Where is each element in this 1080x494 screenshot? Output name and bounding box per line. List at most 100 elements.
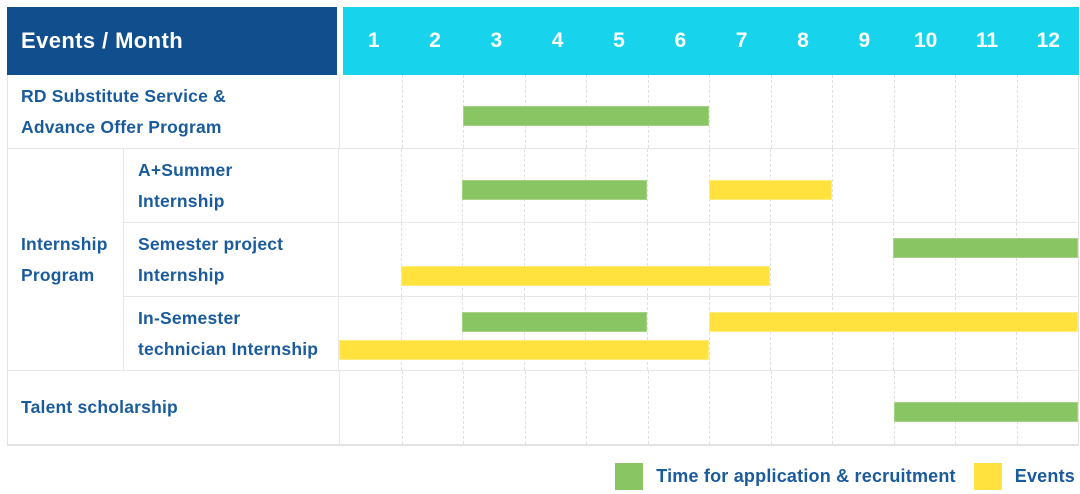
month-gridline (831, 297, 833, 370)
month-header-5: 5 (613, 29, 625, 52)
month-gridline (646, 297, 648, 370)
month-header-10: 10 (913, 29, 938, 52)
row-label-talent-scholarship-text: Talent scholarship (21, 397, 178, 418)
month-gridline (955, 75, 956, 148)
month-gridline (954, 223, 956, 296)
month-gridline (462, 297, 464, 370)
month-gridline (770, 371, 772, 444)
month-gridline (709, 75, 710, 148)
header-gap (337, 7, 343, 75)
month-gridline (523, 297, 525, 370)
month-gridline (831, 149, 833, 222)
month-gridline (1016, 297, 1018, 370)
section-internship-program: Internship Program A+Summer Internship Sem… (8, 149, 1078, 371)
events-month-header-label: Events / Month (7, 7, 337, 75)
row-label-a-plus-summer-internship: A+Summer Internship (124, 149, 339, 222)
month-gridline (646, 149, 648, 222)
legend: Time for application & recruitment Event… (7, 462, 1079, 490)
event-legend-label: Events (1014, 465, 1075, 486)
talent-scholarship-timeline (340, 371, 1078, 444)
month-gridline (954, 297, 956, 370)
month-gridline (401, 75, 403, 148)
month-gridline (586, 371, 587, 444)
event-swatch-icon (973, 462, 1002, 490)
event-bar (400, 266, 771, 286)
month-header-11: 11 (975, 29, 999, 52)
gantt-chart: Events / Month 1 2 3 4 5 6 7 8 9 10 11 12 RD Substi… (7, 7, 1079, 490)
table-row-rd-substitute: RD Substitute Service & Advance Offer Pr… (8, 75, 1078, 149)
month-gridline (893, 75, 895, 148)
month-gridline (400, 297, 402, 370)
group-label-internship-program-text: Internship Program (21, 234, 108, 285)
month-header-9: 9 (858, 29, 871, 52)
rd-substitute-timeline (340, 75, 1078, 148)
recruitment-bar (893, 238, 1078, 258)
month-gridline (400, 223, 402, 296)
month-header-12: 12 (1036, 29, 1060, 52)
row-label-semester-project-internship-text: Semester project Internship (138, 234, 284, 285)
month-header-4: 4 (551, 29, 564, 52)
month-gridline (646, 223, 648, 296)
month-gridline (832, 371, 833, 444)
month-header-7: 7 (735, 29, 748, 52)
month-header-8: 8 (797, 29, 809, 52)
month-gridline (770, 223, 772, 296)
recruitment-bar (893, 401, 1078, 422)
legend-recruitment: Time for application & recruitment (615, 462, 956, 490)
row-label-rd-substitute-text: RD Substitute Service & Advance Offer Pr… (21, 86, 226, 137)
row-label-in-semester-technician-internship: In-Semester technician Internship (124, 297, 339, 370)
month-gridline (463, 371, 464, 444)
month-gridline (1016, 149, 1018, 222)
table-header-row: Events / Month 1 2 3 4 5 6 7 8 9 10 11 12 (7, 7, 1079, 75)
recruitment-bar (462, 312, 647, 332)
month-header-6: 6 (674, 29, 687, 52)
month-gridline (893, 297, 895, 370)
event-bar (708, 179, 832, 200)
month-header-3: 3 (490, 29, 503, 52)
month-gridline (893, 149, 895, 222)
recruitment-legend-label: Time for application & recruitment (656, 465, 956, 486)
recruitment-bar (462, 179, 647, 200)
table-row-a-plus-summer-internship: A+Summer Internship (124, 149, 1078, 223)
month-header-2: 2 (429, 29, 441, 52)
month-header-1: 1 (367, 29, 380, 52)
table-body: RD Substitute Service & Advance Offer Pr… (7, 75, 1079, 446)
month-gridline (1016, 75, 1018, 148)
row-label-semester-project-internship: Semester project Internship (124, 223, 339, 296)
row-label-talent-scholarship: Talent scholarship (8, 371, 340, 444)
event-bar (339, 340, 709, 360)
row-label-rd-substitute: RD Substitute Service & Advance Offer Pr… (8, 75, 340, 148)
month-gridline (954, 149, 956, 222)
month-gridline (770, 297, 772, 370)
month-gridline (709, 371, 710, 444)
event-bar (708, 312, 1078, 332)
month-gridline (1016, 223, 1018, 296)
internship-sub-rows: A+Summer Internship Semester project Inte… (124, 149, 1078, 370)
in-semester-technician-internship-timeline (339, 297, 1078, 370)
table-row-semester-project-internship: Semester project Internship (124, 223, 1078, 297)
semester-project-internship-timeline (339, 223, 1078, 296)
a-plus-summer-internship-timeline (339, 149, 1078, 222)
group-label-internship-program: Internship Program (8, 149, 124, 370)
table-row-talent-scholarship: Talent scholarship (8, 371, 1078, 445)
recruitment-bar (463, 105, 709, 126)
recruitment-swatch-icon (615, 462, 644, 490)
table-row-in-semester-technician-internship: In-Semester technician Internship (124, 297, 1078, 370)
month-gridline (893, 223, 895, 296)
month-gridline (462, 223, 464, 296)
month-header-row: 1 2 3 4 5 6 7 8 9 10 11 12 (343, 7, 1079, 75)
month-gridline (832, 75, 833, 148)
row-label-a-plus-summer-internship-text: A+Summer Internship (138, 160, 233, 211)
month-gridline (523, 223, 525, 296)
month-gridline (647, 371, 649, 444)
legend-events: Events (973, 462, 1075, 490)
month-gridline (585, 223, 587, 296)
month-gridline (524, 371, 526, 444)
month-gridline (770, 75, 772, 148)
month-gridline (585, 297, 587, 370)
month-gridline (831, 223, 833, 296)
month-gridline (708, 223, 710, 296)
month-gridline (400, 149, 402, 222)
month-gridline (708, 297, 710, 370)
month-gridline (401, 371, 403, 444)
